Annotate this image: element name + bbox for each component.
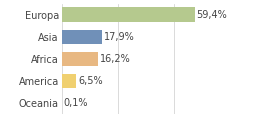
Text: 16,2%: 16,2% (100, 54, 130, 64)
Text: 0,1%: 0,1% (64, 98, 88, 108)
Text: 59,4%: 59,4% (197, 10, 227, 20)
Bar (62, 74, 76, 88)
Text: 6,5%: 6,5% (78, 76, 102, 86)
Bar (62, 7, 195, 22)
Bar (62, 52, 98, 66)
Bar (62, 30, 102, 44)
Text: 17,9%: 17,9% (104, 32, 134, 42)
